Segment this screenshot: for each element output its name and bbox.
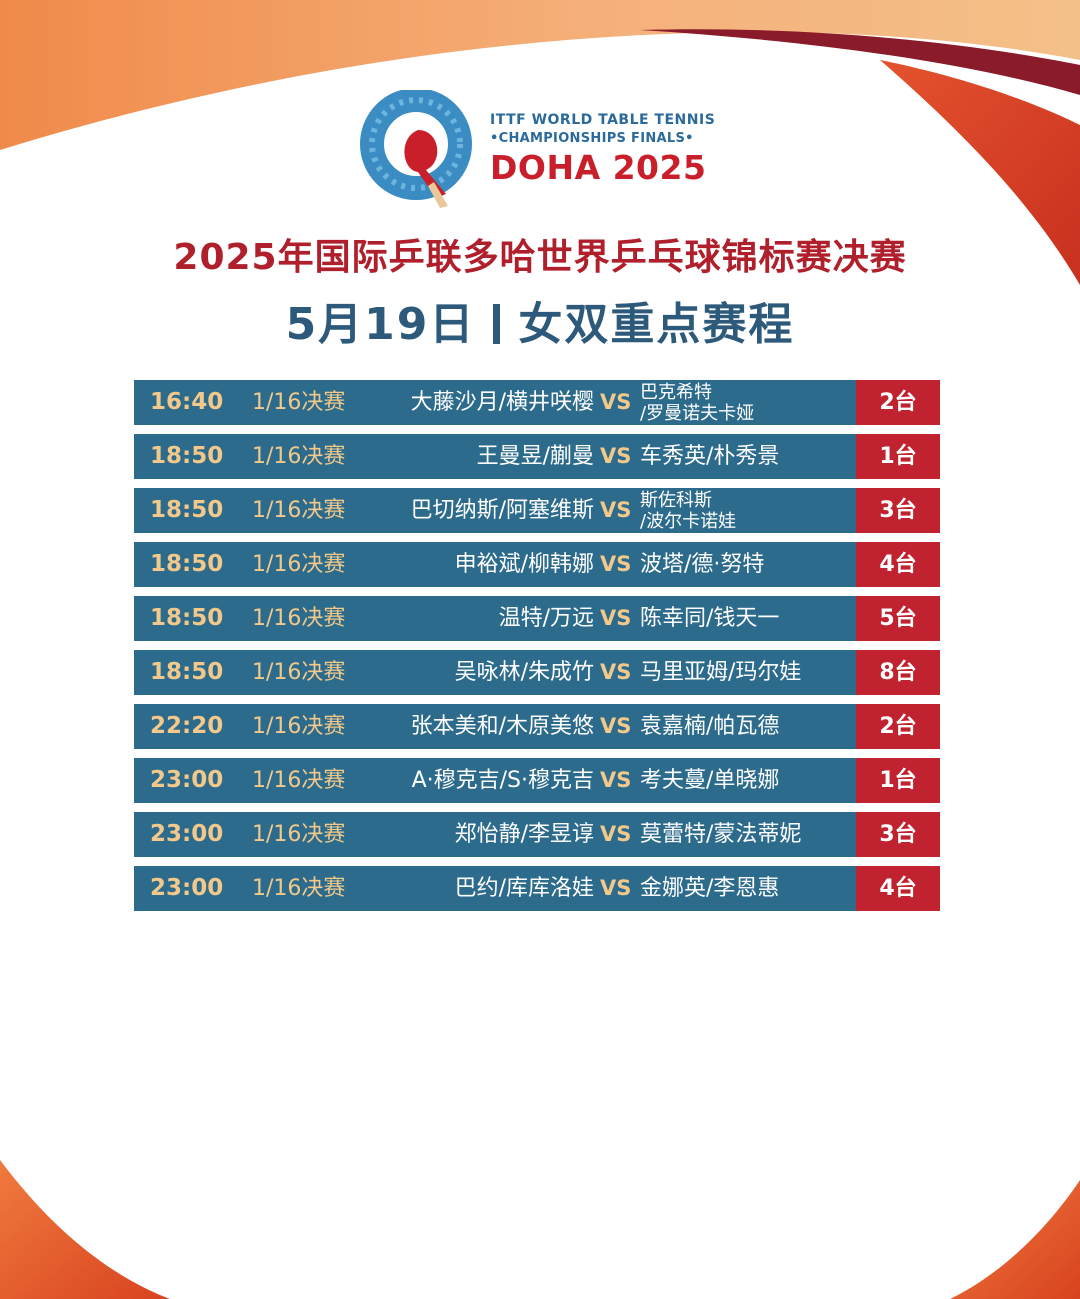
team-a-name: 大藤沙月/横井咲樱 (410, 390, 594, 415)
team-a-name: 张本美和/木原美悠 (410, 714, 594, 739)
match-round: 1/16决赛 (252, 768, 346, 793)
team-b-name: 车秀英/朴秀景 (640, 444, 780, 469)
match-row: 23:00 1/16决赛 A·穆克吉/S·穆克吉 VS 考夫蔓/单晓娜 1台 (134, 758, 940, 803)
team-b-name: 考夫蔓/单晓娜 (640, 768, 780, 793)
match-round: 1/16决赛 (252, 552, 346, 577)
team-b-name: 斯佐科斯 /波尔卡诺娃 (640, 490, 737, 532)
match-time: 18:50 (150, 605, 224, 631)
team-a-name: 吴咏林/朱成竹 (454, 660, 594, 685)
match-time: 18:50 (150, 497, 224, 523)
match-row: 18:50 1/16决赛 巴切纳斯/阿塞维斯 VS 斯佐科斯 /波尔卡诺娃 3台 (134, 488, 940, 533)
match-time: 18:50 (150, 551, 224, 577)
match-schedule: 16:40 1/16决赛 大藤沙月/横井咲樱 VS 巴克希特 /罗曼诺夫卡娅 2台 18:5… (134, 380, 940, 920)
table-number: 4台 (856, 542, 940, 587)
vs-label: VS (600, 498, 632, 522)
table-number: 8台 (856, 650, 940, 695)
team-a-name: 巴切纳斯/阿塞维斯 (410, 498, 594, 523)
subtitle-date: 5月19日 (285, 299, 476, 350)
match-round: 1/16决赛 (252, 498, 346, 523)
table-number: 4台 (856, 866, 940, 911)
match-time: 16:40 (150, 389, 224, 415)
match-round: 1/16决赛 (252, 876, 346, 901)
match-time: 23:00 (150, 875, 224, 901)
table-number: 1台 (856, 758, 940, 803)
team-b-name: 袁嘉楠/帕瓦德 (640, 714, 780, 739)
logo-line-2: •CHAMPIONSHIPS FINALS• (490, 131, 694, 146)
team-b-name: 马里亚姆/玛尔娃 (640, 660, 802, 685)
vs-label: VS (600, 552, 632, 576)
table-number: 2台 (856, 704, 940, 749)
match-time: 18:50 (150, 659, 224, 685)
match-time: 18:50 (150, 443, 224, 469)
logo-line-1: ITTF WORLD TABLE TENNIS (490, 112, 716, 128)
team-a-name: 郑怡静/李昱谆 (454, 822, 594, 847)
team-b-name: 巴克希特 /罗曼诺夫卡娅 (640, 382, 755, 424)
vs-label: VS (600, 606, 632, 630)
logo-line-3: DOHA 2025 (490, 148, 707, 187)
subtitle-event: 女双重点赛程 (518, 299, 795, 350)
vs-label: VS (600, 822, 632, 846)
table-number: 3台 (856, 812, 940, 857)
match-round: 1/16决赛 (252, 822, 346, 847)
vs-label: VS (600, 390, 632, 414)
team-b-name: 波塔/德·努特 (640, 552, 765, 577)
team-b-name: 金娜英/李恩惠 (640, 876, 780, 901)
match-time: 23:00 (150, 767, 224, 793)
vs-label: VS (600, 876, 632, 900)
match-row: 18:50 1/16决赛 申裕斌/柳韩娜 VS 波塔/德·努特 4台 (134, 542, 940, 587)
page-title: 2025年国际乒联多哈世界乒乓球锦标赛决赛 (173, 237, 907, 278)
vs-label: VS (600, 714, 632, 738)
table-number: 3台 (856, 488, 940, 533)
match-row: 22:20 1/16决赛 张本美和/木原美悠 VS 袁嘉楠/帕瓦德 2台 (134, 704, 940, 749)
vs-label: VS (600, 660, 632, 684)
match-time: 23:00 (150, 821, 224, 847)
subtitle-separator (493, 304, 501, 344)
match-round: 1/16决赛 (252, 606, 346, 631)
match-time: 22:20 (150, 713, 224, 739)
vs-label: VS (600, 444, 632, 468)
match-row: 23:00 1/16决赛 郑怡静/李昱谆 VS 莫蕾特/蒙法蒂妮 3台 (134, 812, 940, 857)
team-a-name: 温特/万远 (498, 606, 594, 631)
team-a-name: 巴约/库库洛娃 (454, 876, 594, 901)
match-round: 1/16决赛 (252, 444, 346, 469)
team-a-name: A·穆克吉/S·穆克吉 (411, 768, 594, 793)
match-row: 18:50 1/16决赛 王曼昱/蒯曼 VS 车秀英/朴秀景 1台 (134, 434, 940, 479)
team-b-name: 莫蕾特/蒙法蒂妮 (640, 822, 802, 847)
team-b-name: 陈幸同/钱天一 (640, 606, 780, 631)
table-number: 5台 (856, 596, 940, 641)
table-number: 2台 (856, 380, 940, 425)
match-row: 23:00 1/16决赛 巴约/库库洛娃 VS 金娜英/李恩惠 4台 (134, 866, 940, 911)
event-logo: ITTF WORLD TABLE TENNIS •CHAMPIONSHIPS F… (360, 90, 730, 210)
page-subtitle: 5月19日 女双重点赛程 (0, 288, 1080, 352)
table-number: 1台 (856, 434, 940, 479)
match-round: 1/16决赛 (252, 714, 346, 739)
match-round: 1/16决赛 (252, 390, 346, 415)
match-row: 16:40 1/16决赛 大藤沙月/横井咲樱 VS 巴克希特 /罗曼诺夫卡娅 2台 (134, 380, 940, 425)
team-a-name: 王曼昱/蒯曼 (476, 444, 594, 469)
match-round: 1/16决赛 (252, 660, 346, 685)
match-row: 18:50 1/16决赛 吴咏林/朱成竹 VS 马里亚姆/玛尔娃 8台 (134, 650, 940, 695)
match-row: 18:50 1/16决赛 温特/万远 VS 陈幸同/钱天一 5台 (134, 596, 940, 641)
doha-q-logo-icon (360, 90, 472, 208)
team-a-name: 申裕斌/柳韩娜 (454, 552, 594, 577)
vs-label: VS (600, 768, 632, 792)
